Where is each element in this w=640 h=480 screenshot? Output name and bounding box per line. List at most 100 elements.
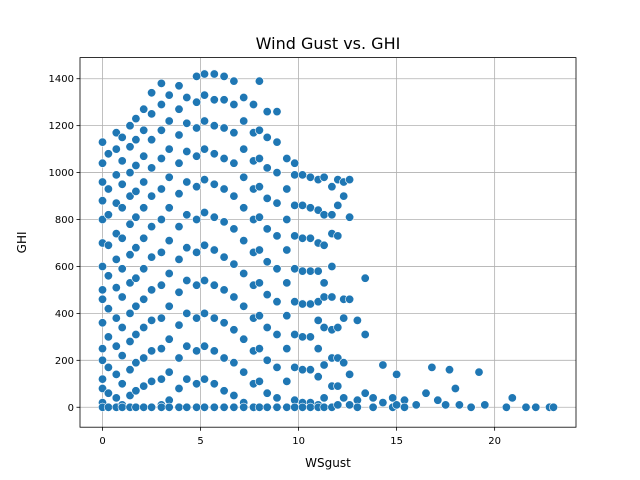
data-point: [139, 151, 149, 161]
data-point: [427, 362, 437, 372]
data-point: [368, 402, 378, 412]
data-point: [333, 353, 343, 363]
data-point: [305, 332, 315, 342]
data-point: [272, 198, 282, 208]
data-point: [103, 362, 113, 372]
data-point: [98, 137, 108, 147]
data-point: [117, 132, 127, 142]
x-tick-label: 20: [488, 436, 501, 447]
y-tick-label: 200: [55, 356, 74, 367]
data-point: [125, 390, 135, 400]
data-point: [147, 135, 157, 145]
data-point: [125, 121, 135, 131]
data-point: [319, 240, 329, 250]
data-point: [117, 402, 127, 412]
data-point: [339, 313, 349, 323]
data-point: [229, 128, 239, 138]
data-point: [139, 177, 149, 187]
data-point: [164, 236, 174, 246]
data-point: [111, 144, 121, 154]
data-point: [164, 172, 174, 182]
data-point: [156, 184, 166, 194]
data-point: [117, 292, 127, 302]
data-point: [229, 325, 239, 335]
data-point: [156, 154, 166, 164]
data-point: [262, 132, 272, 142]
data-point: [345, 400, 355, 410]
data-point: [131, 212, 141, 222]
data-point: [239, 203, 249, 213]
data-point: [290, 329, 300, 339]
data-point: [139, 322, 149, 332]
data-point: [192, 247, 202, 257]
data-point: [339, 393, 349, 403]
data-point: [219, 184, 229, 194]
data-point: [219, 285, 229, 295]
data-point: [111, 313, 121, 323]
data-point: [174, 402, 184, 412]
data-point: [125, 278, 135, 288]
data-point: [290, 158, 300, 168]
data-point: [139, 233, 149, 243]
data-point: [305, 299, 315, 309]
data-point: [131, 243, 141, 253]
data-point: [319, 402, 329, 412]
x-tick-label: 10: [292, 436, 305, 447]
data-point: [192, 280, 202, 290]
data-point: [319, 292, 329, 302]
data-point: [156, 215, 166, 225]
data-point: [313, 315, 323, 325]
data-point: [209, 346, 219, 356]
data-point: [182, 374, 192, 384]
data-point: [182, 341, 192, 351]
data-point: [111, 283, 121, 293]
data-point: [98, 294, 108, 304]
data-point: [147, 163, 157, 173]
data-point: [411, 400, 421, 410]
data-point: [98, 177, 108, 187]
data-point: [360, 273, 370, 283]
data-point: [262, 163, 272, 173]
data-point: [131, 273, 141, 283]
data-point: [290, 264, 300, 274]
data-point: [200, 240, 210, 250]
data-point: [254, 182, 264, 192]
data-point: [466, 402, 476, 412]
data-point: [297, 170, 307, 180]
data-point: [192, 151, 202, 161]
data-point: [139, 381, 149, 391]
data-point: [164, 268, 174, 278]
data-point: [103, 388, 113, 398]
data-point: [290, 200, 300, 210]
data-point: [209, 280, 219, 290]
data-point: [262, 322, 272, 332]
data-point: [352, 402, 362, 412]
data-point: [441, 400, 451, 410]
data-point: [290, 402, 300, 412]
data-point: [282, 215, 292, 225]
y-tick-label: 1400: [49, 74, 74, 85]
data-point: [239, 268, 249, 278]
data-point: [327, 182, 337, 192]
y-tick-label: 0: [68, 403, 74, 414]
data-point: [131, 358, 141, 368]
data-point: [272, 137, 282, 147]
data-point: [117, 351, 127, 361]
data-point: [209, 212, 219, 222]
y-tick-label: 400: [55, 309, 74, 320]
data-point: [282, 184, 292, 194]
data-point: [313, 297, 323, 307]
data-point: [229, 259, 239, 269]
data-point: [501, 402, 511, 412]
data-point: [182, 402, 192, 412]
data-point: [174, 353, 184, 363]
data-point: [182, 177, 192, 187]
data-point: [262, 224, 272, 234]
data-point: [239, 144, 249, 154]
data-point: [254, 376, 264, 386]
data-point: [229, 158, 239, 168]
data-point: [156, 344, 166, 354]
data-point: [182, 118, 192, 128]
data-point: [392, 400, 402, 410]
data-point: [147, 285, 157, 295]
